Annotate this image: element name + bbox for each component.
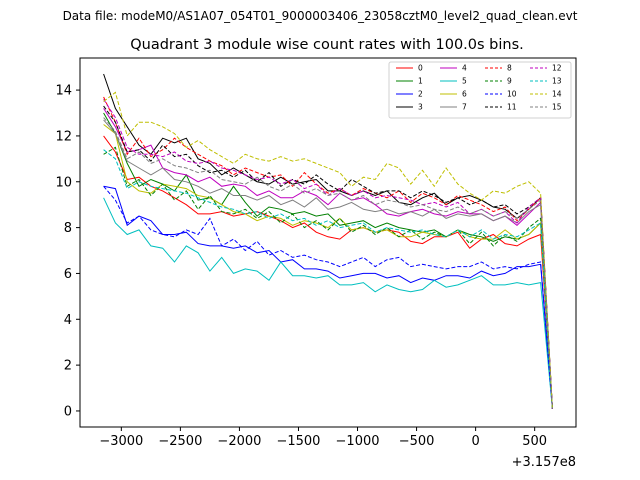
- legend-frame: [388, 61, 572, 119]
- x-tick-label: −2500: [158, 434, 202, 449]
- x-tick-label: −1000: [336, 434, 380, 449]
- plot-frame: [79, 57, 577, 428]
- x-tick-label: −2000: [217, 434, 261, 449]
- series-layer: [103, 73, 553, 409]
- series-line-0: [103, 135, 553, 409]
- legend-label-6: 6: [462, 90, 467, 99]
- x-offset-label: +3.157e8: [512, 455, 576, 470]
- series-line-5: [103, 197, 553, 409]
- series-line-6: [103, 124, 553, 409]
- series-line-4: [103, 108, 553, 409]
- series-line-8: [103, 96, 553, 409]
- legend-label-8: 8: [507, 64, 512, 73]
- legend-label-14: 14: [552, 90, 562, 99]
- y-tick-label: 4: [64, 313, 72, 328]
- x-tick-label: −500: [399, 434, 435, 449]
- series-line-9: [103, 146, 553, 409]
- chart-title: Quadrant 3 module wise count rates with …: [130, 37, 524, 53]
- y-axis: 0 2 4 6 8 10 12 14: [55, 84, 80, 419]
- legend-label-9: 9: [507, 77, 512, 86]
- legend-label-1: 1: [418, 77, 423, 86]
- x-tick-label: −3000: [99, 434, 143, 449]
- y-tick-label: 6: [64, 267, 72, 282]
- series-line-14: [103, 91, 553, 409]
- y-tick-label: 8: [64, 221, 72, 236]
- legend-label-12: 12: [552, 64, 562, 73]
- legend-label-2: 2: [418, 90, 423, 99]
- y-tick-label: 12: [55, 129, 72, 144]
- series-line-10: [103, 185, 553, 409]
- legend-label-13: 13: [552, 77, 562, 86]
- series-line-11: [103, 105, 553, 409]
- series-line-2: [103, 185, 553, 409]
- figure-suptitle: Data file: modeM0/AS1A07_054T01_90000034…: [63, 9, 578, 23]
- y-tick-label: 0: [64, 404, 72, 419]
- x-axis: −3000 −2500 −2000 −1500 −1000 −500 0 500: [99, 427, 547, 449]
- legend-label-5: 5: [462, 77, 467, 86]
- series-line-7: [103, 119, 553, 409]
- legend-label-4: 4: [462, 64, 467, 73]
- legend-label-3: 3: [418, 103, 423, 112]
- y-tick-label: 2: [64, 359, 72, 374]
- x-tick-label: 0: [471, 434, 479, 449]
- legend-label-15: 15: [552, 103, 562, 112]
- series-line-1: [103, 112, 553, 409]
- legend-label-11: 11: [507, 103, 517, 112]
- series-line-15: [103, 117, 553, 409]
- legend-label-10: 10: [507, 90, 517, 99]
- y-tick-label: 10: [55, 175, 72, 190]
- x-tick-label: −1500: [276, 434, 320, 449]
- legend-label-7: 7: [462, 103, 467, 112]
- y-tick-label: 14: [55, 84, 72, 99]
- x-tick-label: 500: [522, 434, 547, 449]
- legend-label-0: 0: [418, 64, 423, 73]
